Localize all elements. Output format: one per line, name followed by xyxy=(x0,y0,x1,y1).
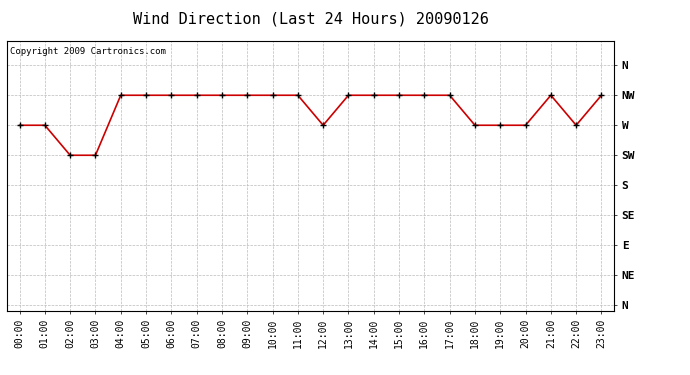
Text: Copyright 2009 Cartronics.com: Copyright 2009 Cartronics.com xyxy=(10,46,166,56)
Text: Wind Direction (Last 24 Hours) 20090126: Wind Direction (Last 24 Hours) 20090126 xyxy=(132,11,489,26)
